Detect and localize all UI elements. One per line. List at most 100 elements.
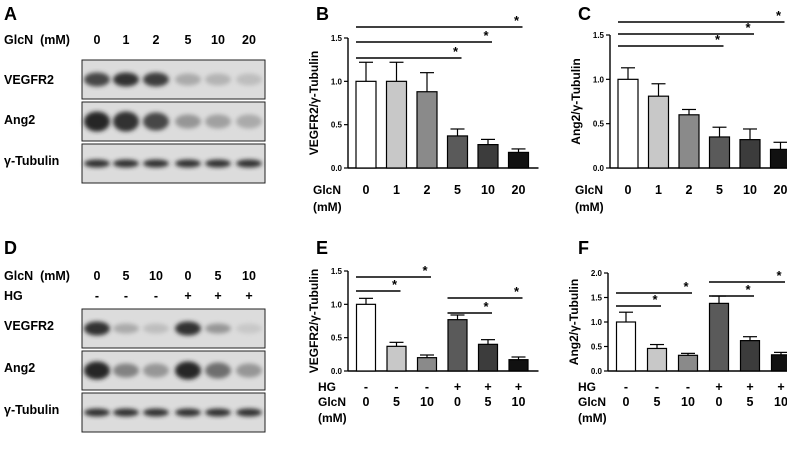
x-axis-label: GlcN xyxy=(578,395,606,409)
panel-a-band xyxy=(236,159,262,168)
x-axis-unit: (mM) xyxy=(318,411,347,425)
bar xyxy=(646,347,668,372)
lane-label: 20 xyxy=(242,33,256,47)
panel-a-band xyxy=(205,73,231,86)
panel-d-band xyxy=(205,408,231,417)
hg-sign: + xyxy=(746,380,753,394)
hg-sign: - xyxy=(425,380,429,394)
hg-sign: - xyxy=(655,380,659,394)
significance-star: * xyxy=(652,292,658,307)
y-tick-label: 0.0 xyxy=(593,164,605,173)
panel-a-band xyxy=(175,159,201,168)
panel-a-band xyxy=(205,159,231,168)
bar xyxy=(446,135,469,169)
blot-row-label-tubulin: γ-Tubulin xyxy=(4,403,59,417)
bar xyxy=(739,139,761,169)
x-axis-unit: (mM) xyxy=(313,200,342,214)
bar xyxy=(677,354,699,372)
hg-sign: + xyxy=(484,380,491,394)
lane-label: 0 xyxy=(185,269,192,283)
lane-label: 0 xyxy=(94,269,101,283)
panel-a-band xyxy=(143,112,169,131)
significance-star: * xyxy=(422,263,428,278)
y-tick-label: 0.5 xyxy=(331,334,343,343)
significance-star: * xyxy=(453,44,459,59)
panel-a-blot-row-bg xyxy=(81,143,266,184)
bar xyxy=(769,148,787,169)
x-tick-label: 5 xyxy=(654,395,661,409)
panel-d-band xyxy=(175,408,201,417)
panel-d-band xyxy=(236,323,262,334)
x-tick-label: 0 xyxy=(363,183,370,197)
hg-sign: - xyxy=(686,380,690,394)
chart-b: B 0.0 0.5 1.0 1.5 VEGFR2/γ-Tubulin GlcN (mM) 0 1 2… xyxy=(307,4,539,214)
panel-a-band xyxy=(143,159,169,168)
y-tick-label: 1.5 xyxy=(331,267,343,276)
y-tick-label: 1.0 xyxy=(591,318,603,327)
blot-row-label-vegfr2: VEGFR2 xyxy=(4,73,54,87)
x-axis-unit: (mM) xyxy=(578,411,607,425)
y-axis-label: Ang2/γ-Tubulin xyxy=(567,279,581,365)
panel-letter: E xyxy=(316,238,328,258)
y-axis-label: VEGFR2/γ-Tubulin xyxy=(307,269,321,373)
panel-d-conc-label: GlcN (mM) xyxy=(4,269,70,283)
hg-sign: - xyxy=(364,380,368,394)
panel-a-blot: A GlcN (mM) 0 1 2 5 10 20 VEGFR2 Ang2 γ-Tubul… xyxy=(4,4,266,184)
panel-d-band xyxy=(175,361,201,380)
bar xyxy=(447,319,468,372)
bar xyxy=(508,359,529,372)
x-tick-label: 1 xyxy=(393,183,400,197)
panel-letter: F xyxy=(578,238,589,258)
x-tick-label: 10 xyxy=(681,395,695,409)
panel-d-band xyxy=(143,323,169,334)
bar xyxy=(739,340,761,372)
x-tick-label: 0 xyxy=(716,395,723,409)
panel-d-band xyxy=(205,362,231,379)
y-axis-label: VEGFR2/γ-Tubulin xyxy=(307,51,321,155)
panel-a-band xyxy=(236,73,262,86)
lane-label: 10 xyxy=(149,269,163,283)
bar xyxy=(386,345,407,372)
bar xyxy=(507,151,530,169)
y-tick-label: 0.5 xyxy=(331,121,343,130)
chart-c: C 0.0 0.5 1.0 1.5 Ang2/γ-Tubulin GlcN (mM) 0 1 2 5 1… xyxy=(569,4,787,214)
hg-sign: - xyxy=(624,380,628,394)
panel-letter: B xyxy=(316,4,329,24)
significance-star: * xyxy=(392,277,398,292)
x-tick-label: 5 xyxy=(716,183,723,197)
y-tick-label: 1.5 xyxy=(591,294,603,303)
panel-a-band xyxy=(84,159,110,168)
panel-a-band xyxy=(84,111,110,132)
panel-d-band xyxy=(113,363,139,378)
y-tick-label: 1.5 xyxy=(593,31,605,40)
y-axis-label: Ang2/γ-Tubulin xyxy=(569,58,583,144)
lane-label: 1 xyxy=(123,33,130,47)
panel-d-band xyxy=(84,361,110,380)
significance-star: * xyxy=(745,282,751,297)
blot-row-label-tubulin: γ-Tubulin xyxy=(4,154,59,168)
panel-letter: C xyxy=(578,4,591,24)
y-tick-label: 0.0 xyxy=(331,367,343,376)
significance-star: * xyxy=(745,20,751,35)
hg-sign: + xyxy=(715,380,722,394)
panel-d-letter: D xyxy=(4,238,17,258)
bar xyxy=(477,144,499,169)
blot-row-label-ang2: Ang2 xyxy=(4,113,35,127)
panel-d-band xyxy=(84,321,110,336)
hg-sign: - xyxy=(154,289,158,303)
hg-sign: + xyxy=(184,289,191,303)
x-tick-label: 5 xyxy=(393,395,400,409)
x-tick-label: 20 xyxy=(512,183,526,197)
significance-star: * xyxy=(683,279,689,294)
panel-a-blot-row-bg xyxy=(81,59,266,100)
blot-row-label-vegfr2: VEGFR2 xyxy=(4,319,54,333)
bar xyxy=(355,303,377,372)
y-tick-label: 2.0 xyxy=(591,269,603,278)
lane-label: 10 xyxy=(211,33,225,47)
lane-label: 5 xyxy=(215,269,222,283)
lane-label: 2 xyxy=(153,33,160,47)
hg-sign: + xyxy=(245,289,252,303)
panel-a-band xyxy=(143,72,169,87)
